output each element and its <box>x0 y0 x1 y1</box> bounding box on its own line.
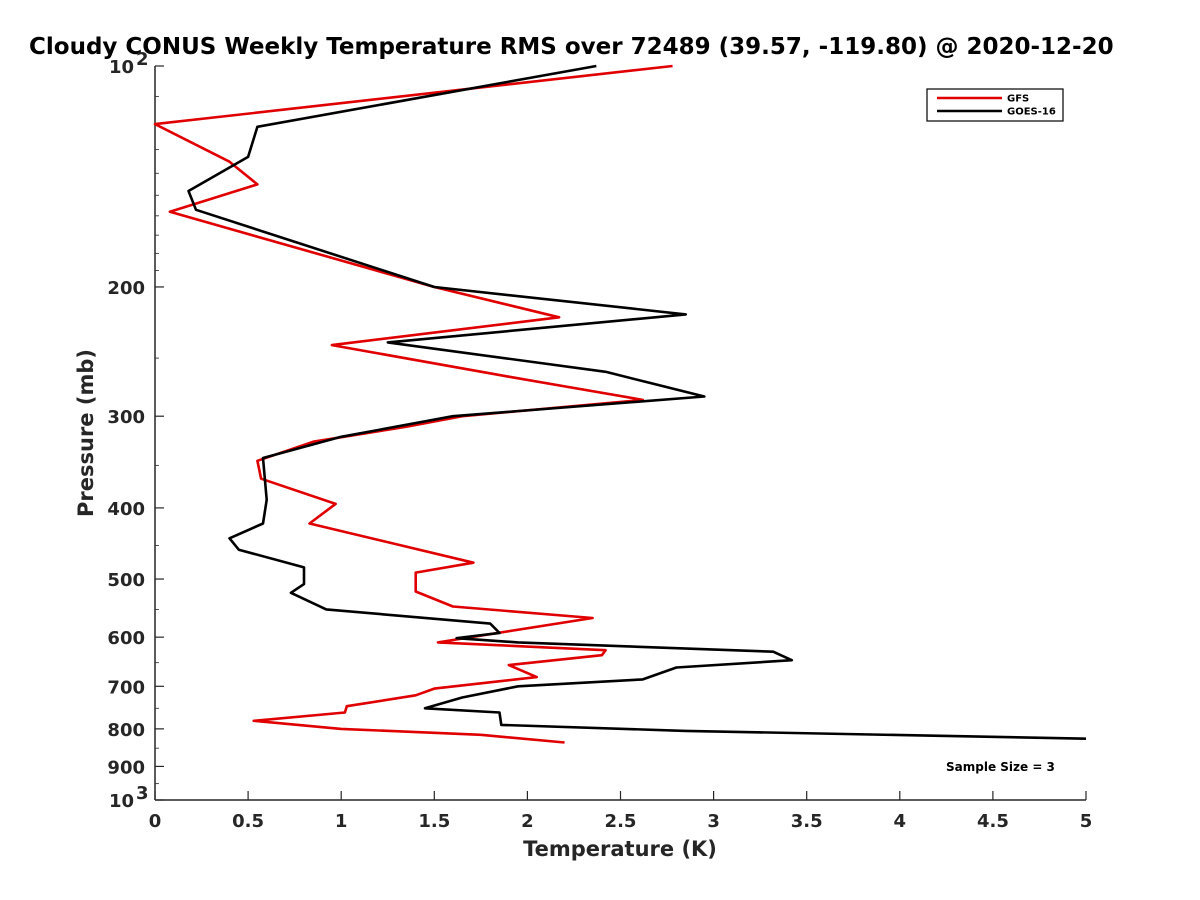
x-tick-label: 5 <box>1080 811 1093 832</box>
x-tick-label: 0 <box>149 811 162 832</box>
legend-box <box>926 88 1064 122</box>
x-tick-label: 1.5 <box>418 811 450 832</box>
legend: GFS GOES-16 <box>926 88 1064 122</box>
sample-size-note: Sample Size = 3 <box>946 760 1055 774</box>
x-tick-label: 3 <box>707 811 720 832</box>
series-line-gfs <box>153 64 673 744</box>
y-tick-exponent: 2 <box>136 49 149 70</box>
x-tick-label: 4 <box>894 811 907 832</box>
x-tick-label: 4.5 <box>977 811 1009 832</box>
series-line-goes-16 <box>187 64 1087 740</box>
y-tick-label: 10 <box>109 57 134 78</box>
y-tick-label: 300 <box>107 407 145 428</box>
y-tick-label: 500 <box>107 570 145 591</box>
series-layer <box>153 64 1087 744</box>
x-tick-label: 1 <box>335 811 348 832</box>
axes: 0 0.5 1 1.5 2 2.5 3 3.5 4 4.5 510 22003004005006007… <box>107 49 1092 832</box>
y-tick-label: 800 <box>107 720 145 741</box>
x-tick-label: 3.5 <box>791 811 823 832</box>
x-axis-label: Temperature (K) <box>523 837 717 861</box>
y-tick-label: 10 <box>109 791 134 812</box>
legend-label-goes16: GOES-16 <box>1007 107 1056 118</box>
x-tick-label: 0.5 <box>232 811 264 832</box>
y-tick-label: 900 <box>107 757 145 778</box>
legend-label-gfs: GFS <box>1007 94 1029 105</box>
y-tick-label: 200 <box>107 278 145 299</box>
chart-title: Cloudy CONUS Weekly Temperature RMS over… <box>29 34 1114 60</box>
x-tick-label: 2 <box>521 811 534 832</box>
y-tick-label: 600 <box>107 628 145 649</box>
y-tick-exponent: 3 <box>136 783 149 804</box>
y-axis-label: Pressure (mb) <box>74 349 98 517</box>
x-tick-label: 2.5 <box>605 811 637 832</box>
y-tick-label: 400 <box>107 499 145 520</box>
y-tick-label: 700 <box>107 677 145 698</box>
